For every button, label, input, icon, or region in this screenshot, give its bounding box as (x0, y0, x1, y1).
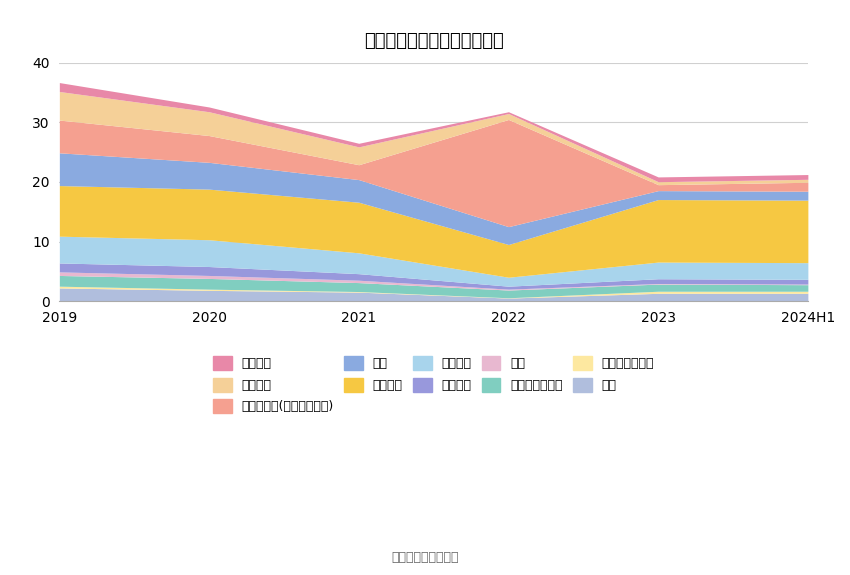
Title: 历年主要资产堆积图（亿元）: 历年主要资产堆积图（亿元） (364, 32, 503, 50)
Text: 数据来源：恒生聚源: 数据来源：恒生聚源 (391, 551, 459, 564)
Legend: 货币资金, 应收账款, 其他应收款(含利息和股利), 存货, 固定资产, 在建工程, 无形资产, 商誉, 递延所得税资产, 其他非流动资产, 其它: 货币资金, 应收账款, 其他应收款(含利息和股利), 存货, 固定资产, 在建工… (207, 350, 660, 420)
